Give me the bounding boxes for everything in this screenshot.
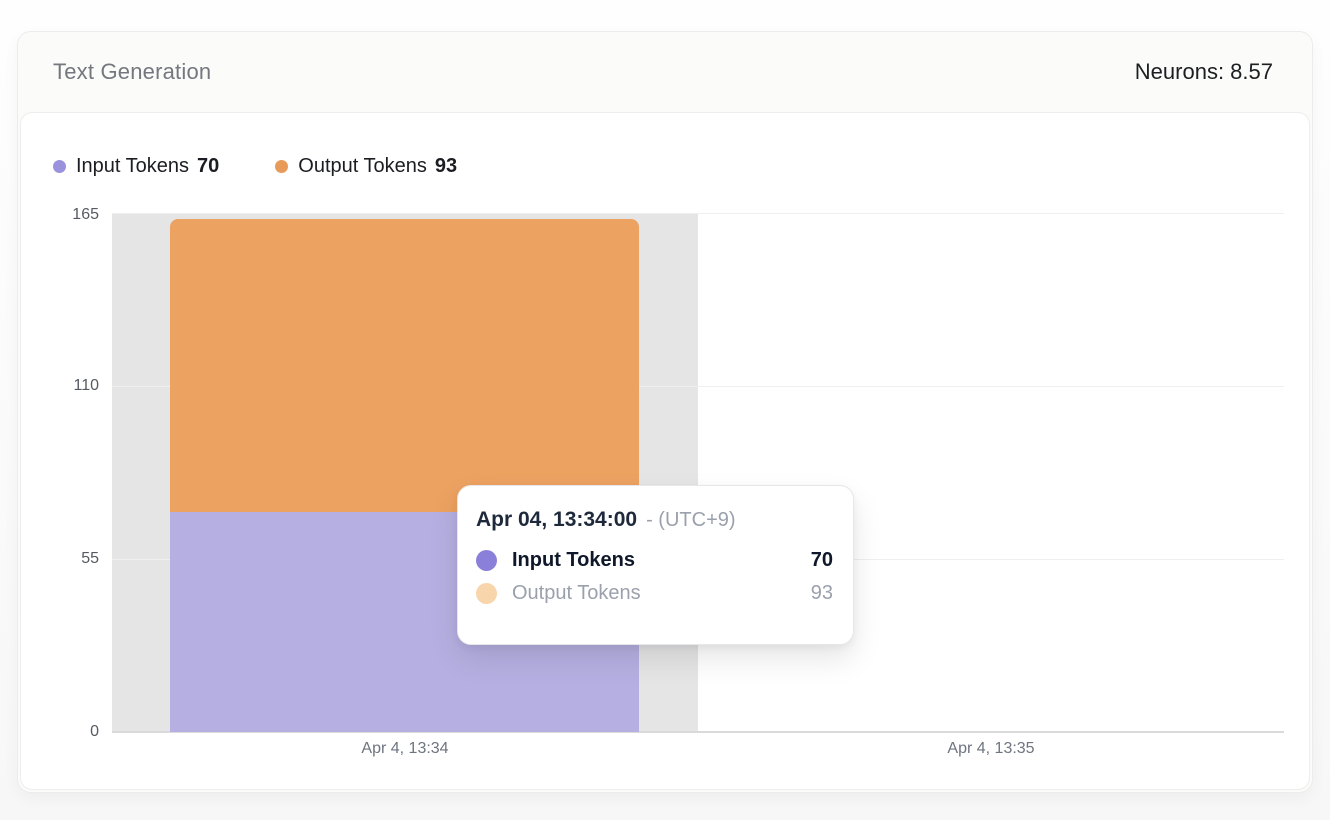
card-header: Text Generation Neurons: 8.57 (18, 32, 1312, 112)
tooltip-row-label: Input Tokens (512, 549, 635, 571)
tooltip-row-value: 93 (810, 582, 833, 604)
x-tick-13-34: Apr 4, 13:34 (361, 740, 449, 757)
input-tokens-dot-icon (53, 160, 66, 173)
tooltip-row-output-tokens: Output Tokens 93 (476, 582, 833, 605)
text-generation-card: Text Generation Neurons: 8.57 Input Toke… (17, 31, 1313, 793)
tooltip-output-dot-icon (476, 583, 497, 604)
y-tick-110: 110 (73, 377, 99, 394)
tooltip-input-dot-icon (476, 550, 497, 571)
tooltip-header: Apr 04, 13:34:00 - (UTC+9) (476, 508, 833, 532)
legend-label: Output Tokens (298, 155, 427, 177)
stacked-bar-13-34[interactable] (170, 213, 639, 732)
output-tokens-dot-icon (275, 160, 289, 173)
tooltip-row-input-tokens: Input Tokens 70 (476, 549, 833, 572)
tooltip-row-value: 70 (810, 549, 833, 571)
chart-legend: Input Tokens 70 Output Tokens 93 (53, 155, 457, 178)
page-title: Text Generation (53, 59, 212, 84)
legend-value: 93 (434, 155, 458, 177)
chart-tooltip: Apr 04, 13:34:00 - (UTC+9) Input Tokens … (457, 485, 854, 645)
bar-segment-output-tokens[interactable] (170, 219, 639, 512)
y-tick-165: 165 (72, 206, 99, 223)
legend-value: 70 (197, 155, 220, 177)
neurons-counter: Neurons: 8.57 (1134, 59, 1273, 84)
tooltip-timezone: - (UTC+9) (646, 509, 736, 531)
gridline-110 (112, 386, 1284, 387)
chart-panel: Input Tokens 70 Output Tokens 93 165 110… (20, 112, 1310, 790)
tooltip-row-label: Output Tokens (512, 582, 641, 604)
legend-label: Input Tokens (76, 155, 190, 177)
y-tick-55: 55 (81, 550, 99, 567)
tooltip-timestamp: Apr 04, 13:34:00 (476, 508, 638, 531)
gridline-165 (112, 213, 1284, 214)
legend-item-output-tokens[interactable]: Output Tokens 93 (275, 155, 457, 178)
x-axis-line (112, 731, 1284, 733)
y-tick-0: 0 (90, 723, 99, 740)
legend-item-input-tokens[interactable]: Input Tokens 70 (53, 155, 219, 178)
x-tick-13-35: Apr 4, 13:35 (947, 740, 1035, 757)
plot-area[interactable]: 165 110 55 0 Apr 4, 13:34 Apr 4, 13:35 A… (72, 207, 1284, 757)
